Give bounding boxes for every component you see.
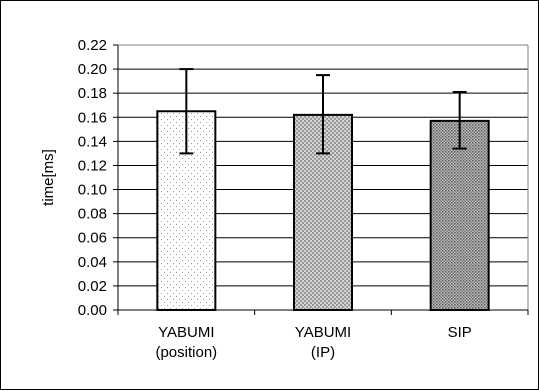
y-tick-label: 0.02 [78, 278, 107, 295]
y-tick-label: 0.00 [78, 302, 107, 319]
y-tick-label: 0.08 [78, 206, 107, 223]
x-tick-label: SIP [448, 324, 472, 341]
y-tick-label: 0.12 [78, 157, 107, 174]
bar [429, 119, 490, 311]
y-axis-title: time[ms] [40, 149, 57, 206]
y-tick-label: 0.04 [78, 254, 107, 271]
x-tick-label: YABUMI [158, 324, 214, 341]
y-tick-label: 0.16 [78, 109, 107, 126]
x-tick-label: (position) [155, 344, 217, 361]
y-tick-label: 0.06 [78, 230, 107, 247]
x-tick-label: YABUMI [295, 324, 351, 341]
y-tick-label: 0.18 [78, 85, 107, 102]
x-tick-label: (IP) [311, 344, 335, 361]
y-tick-label: 0.22 [78, 37, 107, 54]
y-tick-label: 0.20 [78, 61, 107, 78]
y-tick-label: 0.10 [78, 182, 107, 199]
y-tick-label: 0.14 [78, 133, 107, 150]
